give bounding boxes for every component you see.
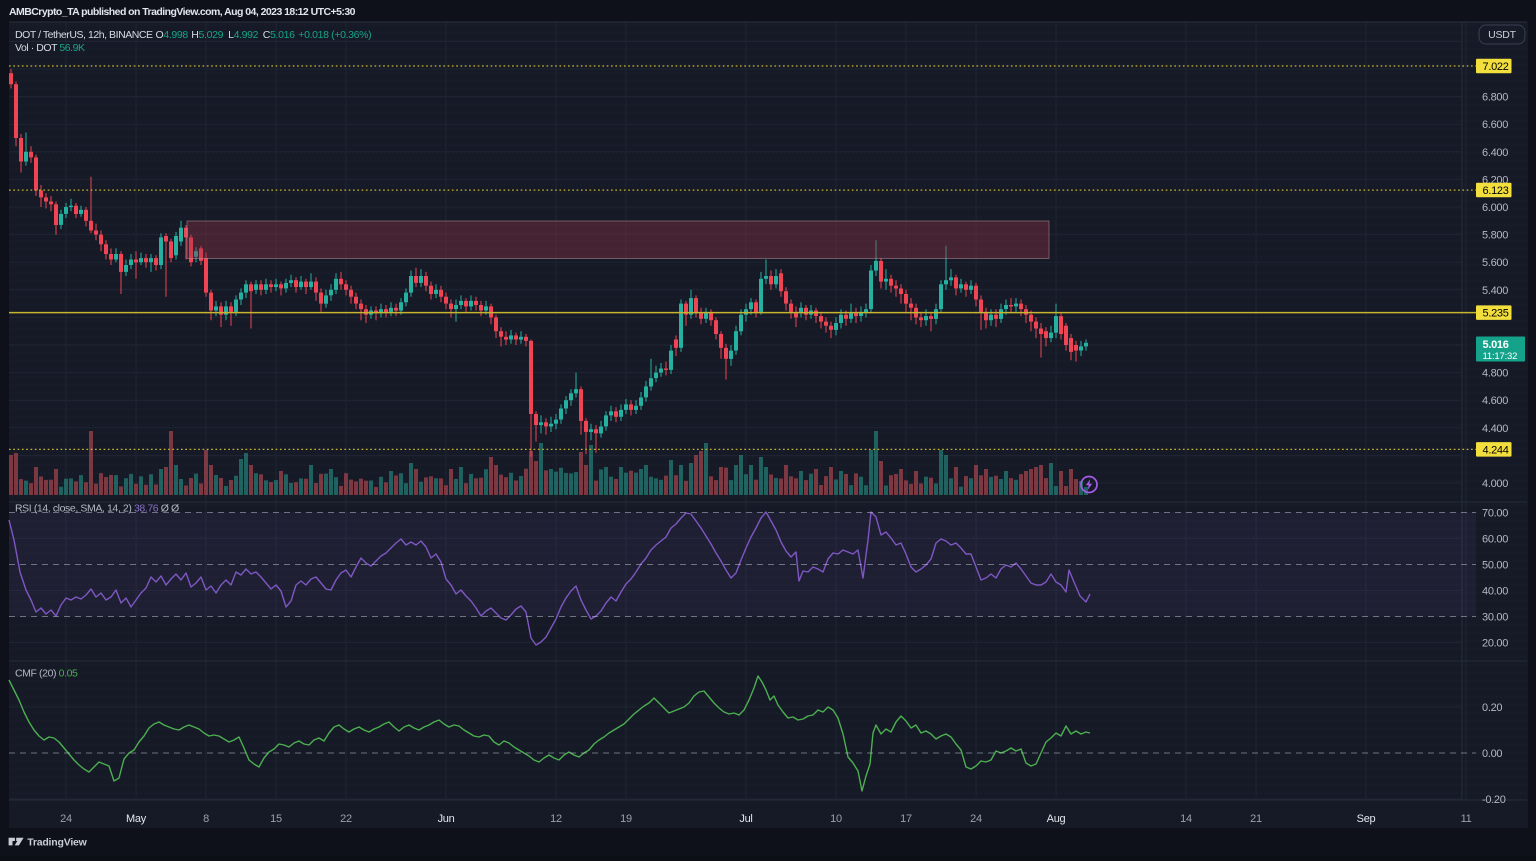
svg-text:60.00: 60.00 bbox=[1482, 534, 1508, 546]
svg-text:21: 21 bbox=[1250, 813, 1262, 825]
svg-text:May: May bbox=[126, 813, 147, 825]
svg-text:0.00: 0.00 bbox=[1482, 748, 1502, 760]
svg-text:4.400: 4.400 bbox=[1482, 423, 1508, 435]
svg-text:DOT / TetherUS, 12h, BINANCE: DOT / TetherUS, 12h, BINANCE bbox=[15, 29, 153, 41]
svg-text:Vol · DOT 56.9K: Vol · DOT 56.9K bbox=[15, 42, 85, 54]
svg-text:6.123: 6.123 bbox=[1483, 185, 1509, 197]
svg-text:Sep: Sep bbox=[1357, 813, 1376, 825]
svg-text:50.00: 50.00 bbox=[1482, 560, 1508, 572]
svg-text:O4.998: O4.998 bbox=[156, 29, 189, 41]
svg-text:C5.016: C5.016 bbox=[263, 29, 295, 41]
svg-text:4.244: 4.244 bbox=[1483, 444, 1509, 456]
svg-text:6.800: 6.800 bbox=[1482, 92, 1508, 104]
svg-text:AMBCrypto_TA published on Trad: AMBCrypto_TA published on TradingView.co… bbox=[9, 6, 356, 18]
svg-text:TradingView: TradingView bbox=[27, 837, 87, 849]
svg-text:CMF (20) 0.05: CMF (20) 0.05 bbox=[15, 668, 78, 680]
svg-text:19: 19 bbox=[620, 813, 632, 825]
svg-text:Jun: Jun bbox=[438, 813, 455, 825]
svg-text:11: 11 bbox=[1461, 813, 1472, 825]
svg-text:6.600: 6.600 bbox=[1482, 119, 1508, 131]
svg-text:+0.018 (+0.36%): +0.018 (+0.36%) bbox=[298, 29, 371, 41]
svg-text:8: 8 bbox=[203, 813, 209, 825]
svg-text:30.00: 30.00 bbox=[1482, 612, 1508, 624]
svg-text:4.600: 4.600 bbox=[1482, 395, 1508, 407]
svg-text:6.000: 6.000 bbox=[1482, 202, 1508, 214]
svg-text:H5.029: H5.029 bbox=[191, 29, 223, 41]
svg-text:L4.992: L4.992 bbox=[228, 29, 259, 41]
svg-text:Jul: Jul bbox=[739, 813, 752, 825]
svg-text:5.800: 5.800 bbox=[1482, 230, 1508, 242]
svg-text:0.20: 0.20 bbox=[1482, 702, 1502, 714]
svg-text:14: 14 bbox=[1180, 813, 1192, 825]
svg-text:USDT: USDT bbox=[1488, 29, 1517, 41]
svg-text:24: 24 bbox=[970, 813, 982, 825]
svg-text:12: 12 bbox=[550, 813, 562, 825]
svg-text:70.00: 70.00 bbox=[1482, 508, 1508, 520]
svg-text:15: 15 bbox=[270, 813, 282, 825]
svg-text:RSI (14, close, SMA, 14, 2) 38: RSI (14, close, SMA, 14, 2) 38.76 Ø Ø bbox=[15, 503, 179, 515]
svg-text:17: 17 bbox=[900, 813, 912, 825]
svg-text:10: 10 bbox=[830, 813, 842, 825]
svg-text:5.235: 5.235 bbox=[1483, 308, 1509, 320]
svg-text:24: 24 bbox=[60, 813, 72, 825]
svg-text:Aug: Aug bbox=[1047, 813, 1066, 825]
svg-text:20.00: 20.00 bbox=[1482, 638, 1508, 650]
svg-text:22: 22 bbox=[340, 813, 352, 825]
svg-text:7.022: 7.022 bbox=[1483, 61, 1509, 73]
svg-text:4.000: 4.000 bbox=[1482, 478, 1508, 490]
svg-text:5.016: 5.016 bbox=[1483, 339, 1509, 351]
svg-text:6.400: 6.400 bbox=[1482, 147, 1508, 159]
svg-text:-0.20: -0.20 bbox=[1482, 794, 1506, 806]
svg-text:11:17:32: 11:17:32 bbox=[1483, 351, 1518, 362]
svg-text:5.400: 5.400 bbox=[1482, 285, 1508, 297]
svg-text:4.800: 4.800 bbox=[1482, 368, 1508, 380]
svg-text:5.600: 5.600 bbox=[1482, 257, 1508, 269]
svg-text:40.00: 40.00 bbox=[1482, 586, 1508, 598]
